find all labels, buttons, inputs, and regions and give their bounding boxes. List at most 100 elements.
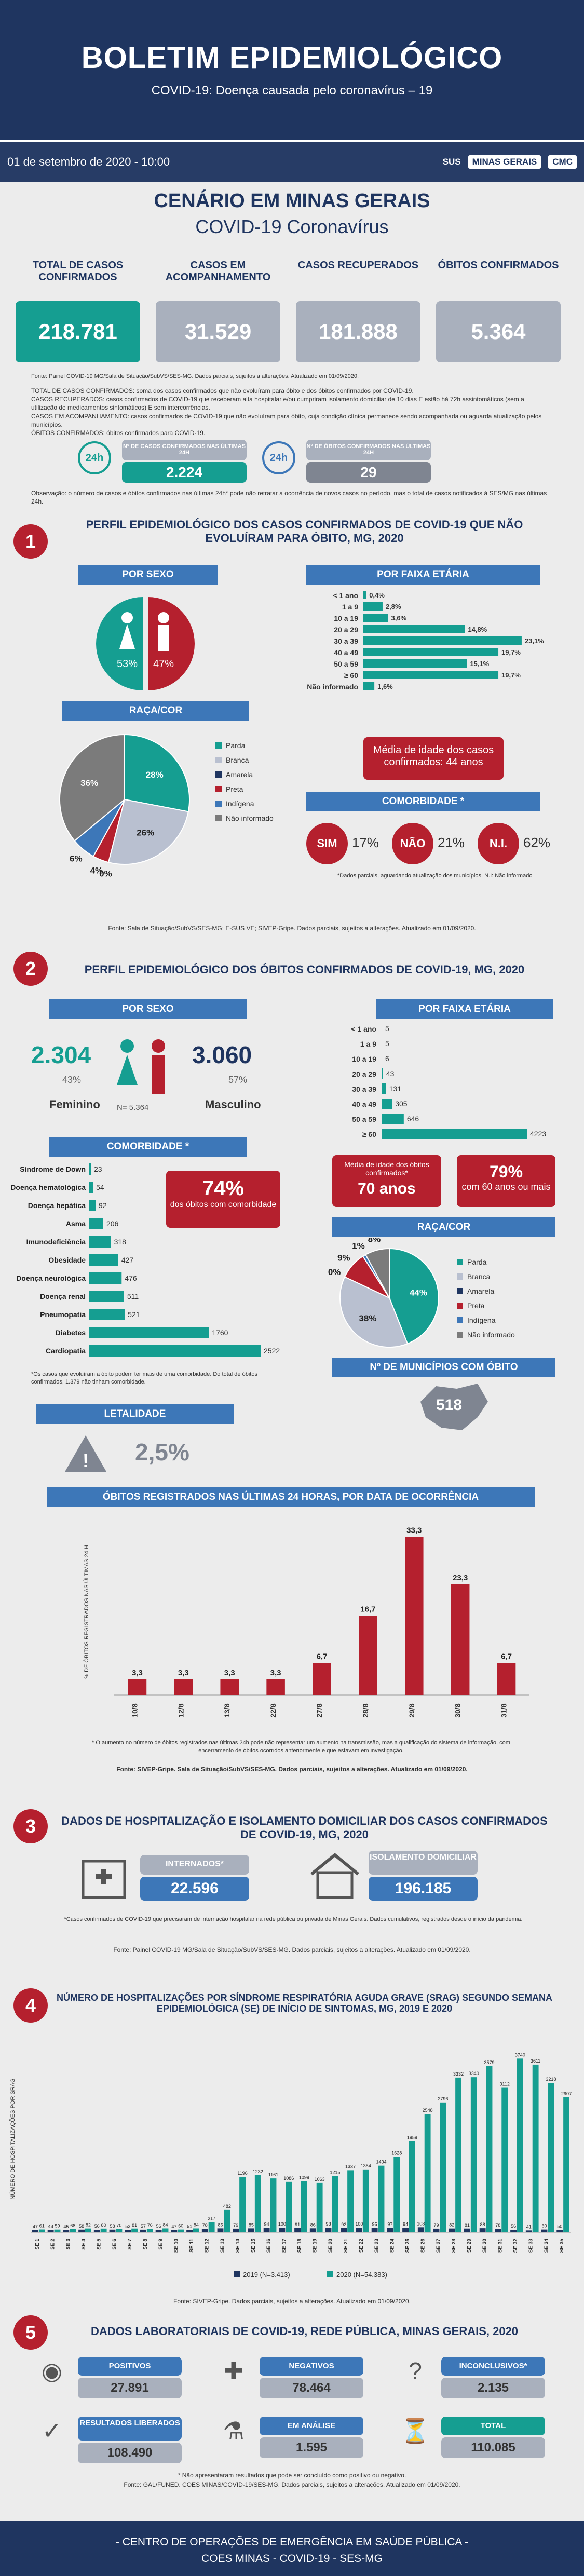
age-value: 305 [395, 1100, 408, 1108]
srag-bar [47, 2230, 54, 2232]
srag-week: SE 1 [35, 2239, 40, 2250]
card-value-1: 31.529 [156, 301, 280, 362]
comorb-bar [89, 1327, 209, 1338]
age-bar [382, 1099, 392, 1109]
legend-label: 2020 (N=54.383) [336, 2271, 387, 2279]
section-5: 5 DADOS LABORATORIAIS DE COVID-19, REDE … [0, 2315, 584, 2502]
section-5-number: 5 [13, 2315, 48, 2350]
srag-bar [347, 2170, 354, 2232]
s3-source: Fonte: Painel COVID-19 MG/Sala de Situaç… [113, 1946, 471, 1954]
clock-24h-deaths-icon: 24h [262, 441, 295, 474]
srag-value: 92 [341, 2222, 346, 2227]
male-pct: 47% [153, 658, 174, 670]
cases-24h-label: Nº DE CASOS CONFIRMADOS NAS ÚLTIMAS 24H [122, 440, 247, 460]
comorb-bar [89, 1163, 91, 1175]
section-1: 1 PERFIL EPIDEMIOLÓGICO DOS CASOS CONFIR… [0, 509, 584, 947]
srag-value: 48 [48, 2224, 53, 2229]
note-recovered: CASOS RECUPERADOS: casos confirmados de … [31, 396, 524, 412]
legend-label: Branca [226, 756, 249, 764]
srag-week: SE 24 [389, 2239, 395, 2253]
lab-label-2: INCONCLUSIVOS* [441, 2357, 545, 2376]
section-2-number: 2 [13, 952, 48, 986]
srag-bar [440, 2102, 446, 2232]
scenario-subtitle: COVID-19 Coronavírus [195, 216, 389, 237]
cmc-logo: CMC [548, 155, 577, 169]
card-value-2: 181.888 [296, 301, 420, 362]
card-value-0: 218.781 [16, 301, 140, 362]
page-subtitle: COVID-19: Doença causada pelo coronavíru… [151, 84, 433, 98]
srag-week: SE 2 [50, 2239, 56, 2250]
comorb-circle: N.I. [478, 823, 519, 864]
srag-bar [125, 2230, 131, 2232]
srag-bar [239, 2176, 246, 2232]
srag-value: 58 [110, 2224, 115, 2229]
srag-week: SE 31 [497, 2239, 503, 2253]
age-bar [363, 602, 383, 611]
death-bar-label: 16,7 [360, 1605, 375, 1614]
srag-week: SE 16 [266, 2239, 272, 2253]
srag-bar [38, 2229, 45, 2232]
age-bar [363, 671, 499, 679]
srag-value: 82 [449, 2222, 454, 2228]
srag-value: 41 [526, 2224, 532, 2229]
comorb-pct: 17% [352, 835, 379, 850]
srag-bar [294, 2228, 301, 2232]
age-label: 30 a 39 [352, 1085, 376, 1093]
comorb-label: Doença neurológica [16, 1274, 86, 1282]
srag-bar [93, 2229, 100, 2232]
s2-deaths24-chart: % DE ÓBITOS REGISTRADOS NAS ÚLTIMAS 24 H… [83, 1526, 529, 1718]
age-label: ≥ 60 [362, 1130, 376, 1138]
legend-swatch [215, 757, 222, 763]
age-value: 3,6% [391, 614, 407, 622]
srag-week: SE 18 [297, 2239, 303, 2253]
death-date: 27/8 [315, 1703, 323, 1717]
pie-label: 0% [328, 1267, 341, 1277]
comorb-label: Imunodeficiência [26, 1238, 86, 1246]
comorb-bar [89, 1291, 124, 1302]
srag-value: 1354 [361, 2163, 371, 2168]
pie-label: 26% [137, 828, 154, 837]
s2-female-pct: 43% [62, 1075, 82, 1085]
female-icon [121, 612, 133, 623]
checklist-icon: ✓ [42, 2417, 62, 2444]
virus-icon: ◉ [41, 2357, 63, 2384]
srag-value: 57 [141, 2224, 146, 2229]
srag-bar [201, 2229, 208, 2232]
male-icon [158, 612, 169, 623]
srag-value: 60 [178, 2224, 183, 2229]
death-bar-label: 3,3 [178, 1669, 189, 1677]
s2-total: N= 5.364 [117, 1103, 149, 1112]
s2-comorb-pct-label: dos óbitos com comorbidade [170, 1200, 277, 1209]
srag-value: 3332 [453, 2071, 464, 2077]
death-bar [266, 1679, 285, 1695]
srag-value: 3112 [500, 2082, 510, 2087]
s2-male-count: 3.060 [192, 1041, 252, 1068]
comorb-value: 23 [94, 1165, 102, 1173]
srag-value: 61 [39, 2224, 45, 2229]
srag-value: 94 [403, 2222, 408, 2227]
srag-value: 94 [264, 2222, 269, 2227]
srag-value: 82 [86, 2222, 91, 2228]
pie-label: 38% [359, 1313, 376, 1323]
srag-bar [387, 2228, 393, 2232]
age-label: 10 a 19 [334, 614, 358, 622]
note-deaths: ÓBITOS CONFIRMADOS: óbitos confirmados p… [31, 429, 206, 437]
legend-swatch [327, 2271, 333, 2277]
age-bar [382, 1068, 383, 1079]
legend-label: Não informado [226, 814, 274, 822]
srag-value: 56 [94, 2224, 100, 2229]
s2-mean-age-box: Média de idade dos óbitos confirmados* 7… [332, 1155, 441, 1207]
s2-age-tag: POR FAIXA ETÁRIA [376, 999, 553, 1019]
pie-slice [389, 1248, 439, 1345]
s2-race-tag: RAÇA/COR [332, 1217, 555, 1237]
srag-bar [449, 2228, 455, 2232]
age-label: 50 a 59 [352, 1115, 376, 1123]
age-value: 19,7% [501, 648, 521, 656]
card-label-2: CASOS RECUPERADOS [297, 260, 419, 271]
death-bar [220, 1679, 239, 1695]
lab-label-4: EM ANÁLISE [260, 2417, 363, 2435]
srag-value: 80 [101, 2222, 106, 2228]
death-date: 31/8 [500, 1703, 508, 1717]
age-label: 50 a 59 [334, 660, 358, 668]
s1-age-chart: < 1 ano 0,4% 1 a 9 2,8% 10 a 19 3,6% 20 a 29 14… [307, 591, 544, 691]
